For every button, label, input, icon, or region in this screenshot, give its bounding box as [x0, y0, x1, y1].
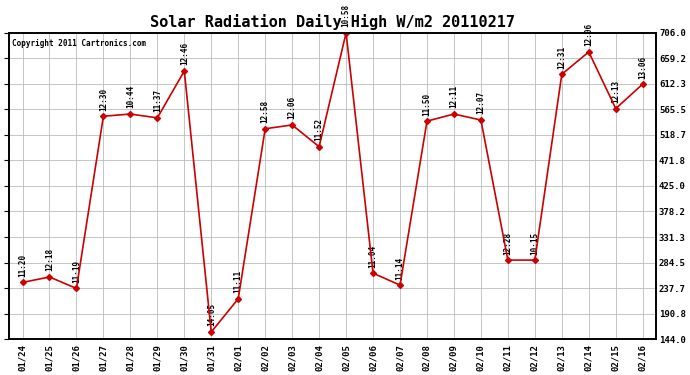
Text: 11:20: 11:20 — [18, 254, 27, 277]
Text: 12:07: 12:07 — [476, 92, 485, 114]
Text: 11:37: 11:37 — [152, 89, 162, 112]
Text: 11:14: 11:14 — [395, 256, 404, 280]
Text: 11:19: 11:19 — [72, 260, 81, 283]
Text: 12:58: 12:58 — [261, 100, 270, 123]
Text: 11:52: 11:52 — [315, 118, 324, 141]
Text: 11:11: 11:11 — [234, 270, 243, 293]
Text: 12:06: 12:06 — [288, 96, 297, 119]
Text: Copyright 2011 Cartronics.com: Copyright 2011 Cartronics.com — [12, 39, 146, 48]
Text: 12:06: 12:06 — [584, 23, 593, 46]
Text: 11:50: 11:50 — [422, 93, 431, 116]
Text: 10:15: 10:15 — [531, 231, 540, 255]
Text: 12:11: 12:11 — [449, 86, 458, 108]
Text: 10:44: 10:44 — [126, 86, 135, 108]
Text: 12:46: 12:46 — [180, 42, 189, 65]
Text: 12:13: 12:13 — [611, 80, 620, 103]
Text: 10:58: 10:58 — [342, 4, 351, 27]
Text: 11:04: 11:04 — [368, 244, 377, 268]
Text: 14:05: 14:05 — [207, 303, 216, 327]
Text: 12:18: 12:18 — [45, 248, 54, 272]
Text: 12:28: 12:28 — [504, 231, 513, 255]
Text: 12:31: 12:31 — [558, 46, 566, 69]
Text: 13:06: 13:06 — [638, 56, 647, 78]
Title: Solar Radiation Daily High W/m2 20110217: Solar Radiation Daily High W/m2 20110217 — [150, 14, 515, 30]
Text: 12:30: 12:30 — [99, 87, 108, 111]
